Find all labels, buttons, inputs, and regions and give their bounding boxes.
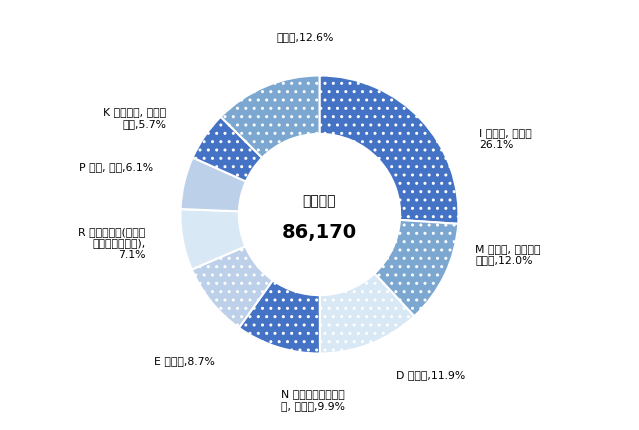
Text: E 製造業,8.7%: E 製造業,8.7% xyxy=(155,356,215,365)
Text: I 卸売業, 小売業
26.1%: I 卸売業, 小売業 26.1% xyxy=(479,128,532,150)
Text: 事業所数: 事業所数 xyxy=(303,194,336,208)
Wedge shape xyxy=(239,280,320,354)
Text: R サービス業(他に分
類されないもの),
7.1%: R サービス業(他に分 類されないもの), 7.1% xyxy=(79,226,146,259)
Wedge shape xyxy=(180,209,245,270)
Text: D 建設業,11.9%: D 建設業,11.9% xyxy=(396,369,465,380)
Text: その他,12.6%: その他,12.6% xyxy=(277,32,334,42)
Text: P 医療, 福祉,6.1%: P 医療, 福祉,6.1% xyxy=(79,161,153,172)
Wedge shape xyxy=(192,247,273,328)
Wedge shape xyxy=(181,158,246,212)
Text: N 生活関連サービス
業, 娯楽業,9.9%: N 生活関連サービス 業, 娯楽業,9.9% xyxy=(281,388,344,410)
Wedge shape xyxy=(193,117,262,182)
Wedge shape xyxy=(220,76,320,158)
Wedge shape xyxy=(374,221,458,316)
Wedge shape xyxy=(320,76,459,224)
Text: M 宿泊業, 飲食サー
ビス業,12.0%: M 宿泊業, 飲食サー ビス業,12.0% xyxy=(475,243,541,264)
Wedge shape xyxy=(320,274,414,354)
Text: K 不動産業, 物品賃
貸業,5.7%: K 不動産業, 物品賃 貸業,5.7% xyxy=(104,107,167,129)
Text: 86,170: 86,170 xyxy=(282,222,357,241)
